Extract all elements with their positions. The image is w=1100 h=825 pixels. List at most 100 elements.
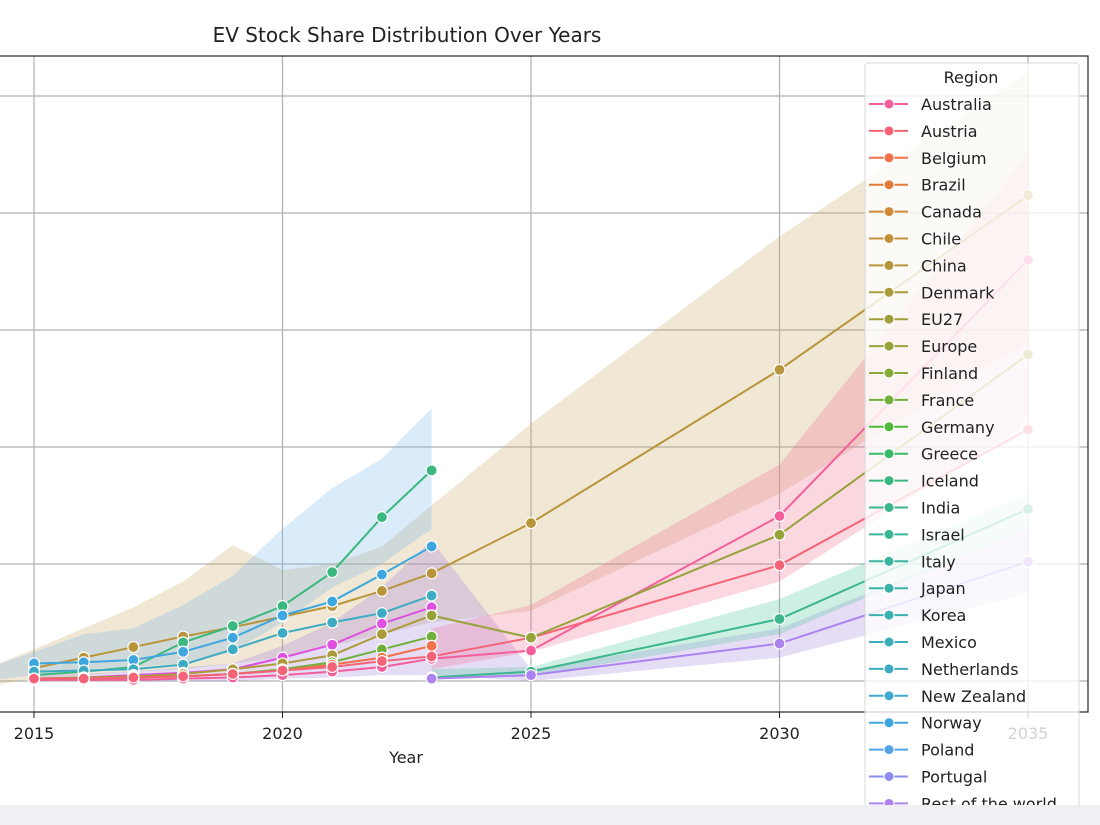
data-point [524,631,538,644]
legend-label: New Zealand [921,687,1026,706]
legend-label: Mexico [921,633,977,652]
legend-entry: China [869,256,967,275]
legend-entry: Denmark [869,283,995,302]
legend-box [864,62,1080,805]
legend-label: Belgium [921,149,987,168]
data-point [773,363,786,376]
legend-entry: Netherlands [869,660,1019,679]
data-point [425,567,438,580]
legend-marker [883,259,895,271]
legend-label: Norway [921,714,982,733]
data-point [773,528,786,541]
legend-entry: Finland [869,364,978,383]
x-tick-label: 2025 [511,724,552,743]
legend-label: Europe [921,337,977,356]
legend-label: Rest of the world [921,794,1057,805]
legend-marker [883,394,895,406]
legend-marker [883,286,895,298]
legend-marker [883,663,895,675]
legend-marker [883,340,895,352]
legend-label: Greece [921,445,978,464]
series-line [33,194,1029,670]
legend-label: Israel [921,525,965,544]
legend-entry: Germany [869,418,995,437]
x-tick-label: 2015 [14,724,55,743]
data-point [226,631,239,644]
legend-label: Portugal [921,768,987,787]
x-tick-label: 2030 [759,724,800,743]
legend-entry: Norway [869,714,982,733]
data-point [375,655,388,668]
data-point [375,628,388,641]
legend-marker [883,636,895,648]
data-point [77,672,90,685]
legend-label: Italy [921,552,956,571]
legend-marker [883,771,895,782]
data-point [375,607,388,620]
legend-label: EU27 [921,310,963,329]
legend-entry: Korea [869,606,966,625]
legend-label: Brazil [921,176,966,195]
legend-marker [883,582,895,594]
legend-entry: Japan [869,579,966,598]
legend-entry: Greece [869,445,978,464]
legend-title: Region [944,68,999,87]
legend-entry: EU27 [869,310,963,329]
legend-entry: Canada [869,203,982,222]
legend-marker [883,421,895,433]
series-line [34,259,1029,681]
legend-marker [883,125,895,137]
legend-label: Austria [921,122,978,141]
legend-entry: Iceland [869,472,979,491]
legend-label: Korea [921,606,966,625]
legend-marker [883,555,895,567]
legend-marker [883,744,895,756]
data-point [425,464,438,477]
legend-entry: Israel [869,525,965,544]
legend-entry: Italy [869,552,956,571]
x-tick-label: 2020 [262,724,303,743]
data-point [226,667,239,681]
legend-entry: Europe [869,337,977,356]
data-point [375,584,388,598]
chart-title: EV Stock Share Distribution Over Years [213,23,602,47]
data-point [773,509,786,523]
data-point [326,566,339,579]
legend-label: France [921,391,974,410]
data-point [27,672,41,685]
legend-marker [883,448,895,460]
data-point [326,595,339,608]
legend-marker [883,179,895,191]
data-point [177,670,190,683]
legend-entry: France [869,391,974,410]
data-point [375,511,388,524]
legend-entry: Austria [869,122,978,141]
legend-label: India [921,499,960,518]
legend-entry: India [869,499,960,518]
series-line [34,428,1029,680]
legend-label: Denmark [921,283,995,302]
data-point [276,664,289,677]
data-point [425,639,438,653]
legend-marker [883,206,895,218]
data-point [326,616,339,629]
data-point [425,540,438,553]
legend-label: Australia [921,95,992,114]
legend-marker [883,233,895,244]
data-point [425,589,438,602]
data-point [773,612,786,626]
data-point [177,645,190,658]
window-bottom-strip [0,805,1100,825]
legend-label: Iceland [921,472,979,491]
data-point [127,640,140,654]
data-point [773,559,786,572]
data-point [276,609,289,622]
legend-entry: Chile [869,230,961,249]
data-point [226,643,239,656]
legend-label: Chile [921,230,961,249]
confidence-band [431,493,1029,679]
plot-frame [0,55,1089,713]
x-axis-label: Year [388,748,423,767]
data-point [425,672,438,685]
data-point [326,638,339,651]
